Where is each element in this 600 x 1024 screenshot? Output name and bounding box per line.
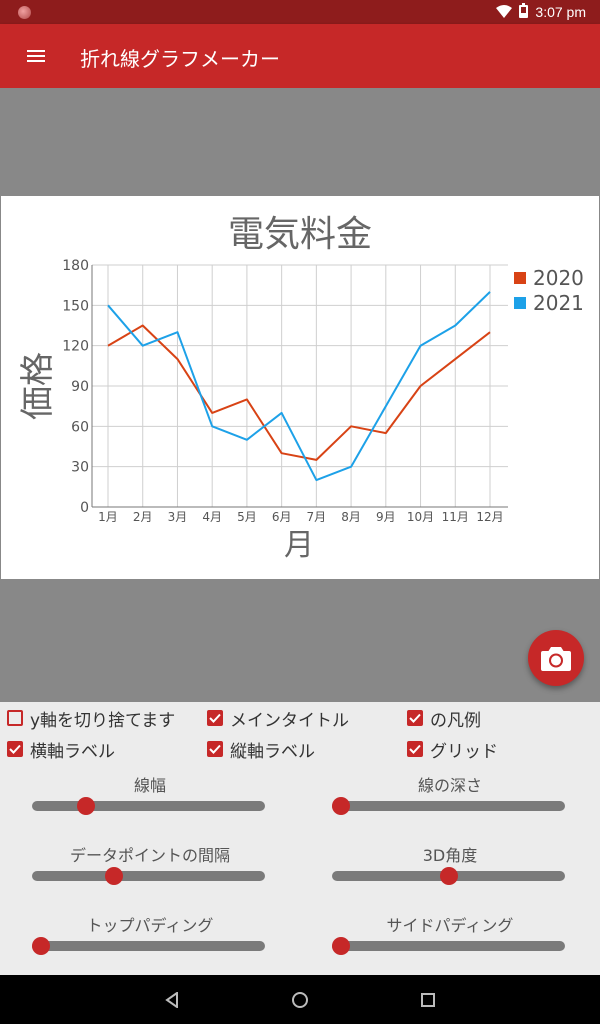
slider-3d-angle[interactable]	[332, 867, 565, 885]
slider-label-top-padding: トップパディング	[86, 916, 214, 935]
x-tick-label: 4月	[202, 510, 222, 524]
slider-label-side-padding: サイドパディング	[386, 916, 514, 935]
y-tick-label: 90	[71, 379, 89, 395]
x-tick-label: 2月	[133, 510, 153, 524]
slider-label-3d-angle: 3D角度	[422, 846, 478, 865]
checkbox-box	[7, 710, 23, 726]
checkmark-icon	[209, 713, 221, 723]
line-chart: 0 30 60 90 120 150 180 1月 2月 3月 4月 5月 6月 7月 8月 9月 10月 11月…	[18, 214, 584, 563]
x-tick-label: 3月	[168, 510, 188, 524]
y-tick-label: 0	[80, 500, 89, 516]
checkbox-box	[407, 741, 423, 757]
x-tick-label: 6月	[272, 510, 292, 524]
checkbox-box	[207, 710, 223, 726]
checkbox-label: の凡例	[430, 710, 481, 731]
checkmark-icon	[209, 744, 221, 754]
x-tick-label: 7月	[307, 510, 327, 524]
y-axis-title: 価格	[18, 352, 58, 420]
slider-thumb[interactable]	[105, 867, 124, 885]
x-tick-label: 12月	[476, 510, 503, 524]
menu-button[interactable]	[16, 36, 56, 76]
slider-label-line-width: 線幅	[133, 776, 166, 795]
slider-thumb[interactable]	[439, 867, 458, 885]
checkbox-label: 横軸ラベル	[30, 741, 115, 762]
checkbox-x-axis-label[interactable]: 横軸ラベル	[7, 737, 115, 762]
checkbox-box	[7, 741, 23, 757]
slider-thumb[interactable]	[32, 937, 50, 955]
screenshot-button[interactable]	[528, 630, 584, 686]
wifi-icon	[496, 3, 513, 22]
legend-label: 2021	[533, 291, 584, 315]
checkmark-icon	[409, 744, 421, 754]
slider-label-point-spacing: データポイントの間隔	[69, 846, 230, 865]
slider-line-width[interactable]	[32, 797, 265, 815]
x-tick-label: 8月	[341, 510, 361, 524]
slider-label-line-depth: 線の深さ	[417, 776, 482, 795]
recents-button[interactable]	[419, 991, 437, 1009]
checkmark-icon	[409, 713, 421, 723]
y-tick-label: 180	[62, 258, 89, 274]
slider-side-padding[interactable]	[332, 937, 565, 955]
x-tick-label: 1月	[98, 510, 118, 524]
notification-icon	[18, 6, 31, 19]
legend-label: 2020	[533, 266, 584, 290]
checkbox-label: メインタイトル	[230, 710, 349, 731]
chart-title: 電気料金	[228, 214, 372, 255]
battery-icon	[519, 2, 529, 22]
hamburger-menu-icon	[27, 50, 45, 62]
x-tick-label: 9月	[376, 510, 396, 524]
checkbox-box	[207, 741, 223, 757]
back-button[interactable]	[163, 991, 181, 1009]
checkbox-label: 縦軸ラベル	[230, 741, 315, 762]
navigation-bar	[0, 975, 600, 1024]
checkbox-label: グリッド	[430, 741, 498, 762]
chart-card: 0 30 60 90 120 150 180 1月 2月 3月 4月 5月 6月 7月 8月 9月 10月 11月…	[1, 196, 599, 579]
x-tick-label: 11月	[442, 510, 469, 524]
app-title: 折れ線グラフメーカー	[80, 47, 280, 71]
x-tick-label: 5月	[237, 510, 257, 524]
status-time: 3:07 pm	[535, 4, 586, 20]
slider-thumb[interactable]	[332, 797, 350, 815]
checkbox-main-title[interactable]: メインタイトル	[207, 706, 349, 731]
slider-thumb[interactable]	[77, 797, 96, 815]
y-tick-label: 150	[62, 298, 89, 314]
home-button[interactable]	[291, 991, 309, 1009]
slider-point-spacing[interactable]	[32, 867, 265, 885]
checkbox-label: y軸を切り捨てます	[30, 710, 176, 731]
checkmark-icon	[9, 744, 21, 754]
settings-panel: y軸を切り捨てます メインタイトル の凡例 横軸ラベル 縦軸ラベル グリッド 線…	[0, 702, 600, 975]
home-circle-icon	[292, 992, 308, 1008]
recents-square-icon	[421, 993, 435, 1007]
legend-swatch-2021	[514, 297, 526, 309]
slider-top-padding[interactable]	[32, 937, 265, 955]
checkbox-box	[407, 710, 423, 726]
checkbox-legend[interactable]: の凡例	[407, 706, 481, 731]
x-tick-label: 10月	[407, 510, 434, 524]
status-bar: 3:07 pm	[0, 0, 600, 24]
checkbox-truncate-y-axis[interactable]: y軸を切り捨てます	[7, 706, 176, 731]
checkbox-grid[interactable]: グリッド	[407, 737, 498, 762]
y-tick-label: 30	[71, 460, 89, 476]
camera-icon	[541, 647, 571, 671]
back-triangle-icon	[165, 992, 178, 1008]
y-tick-label: 120	[62, 339, 89, 355]
slider-thumb[interactable]	[332, 937, 350, 955]
y-tick-label: 60	[71, 419, 89, 435]
series-line-2020	[107, 324, 491, 461]
x-axis-title: 月	[284, 528, 314, 563]
slider-line-depth[interactable]	[332, 797, 565, 815]
app-bar: 折れ線グラフメーカー	[0, 24, 600, 88]
legend-swatch-2020	[514, 272, 526, 284]
checkbox-y-axis-label[interactable]: 縦軸ラベル	[207, 737, 315, 762]
series-line-2021	[107, 291, 491, 482]
